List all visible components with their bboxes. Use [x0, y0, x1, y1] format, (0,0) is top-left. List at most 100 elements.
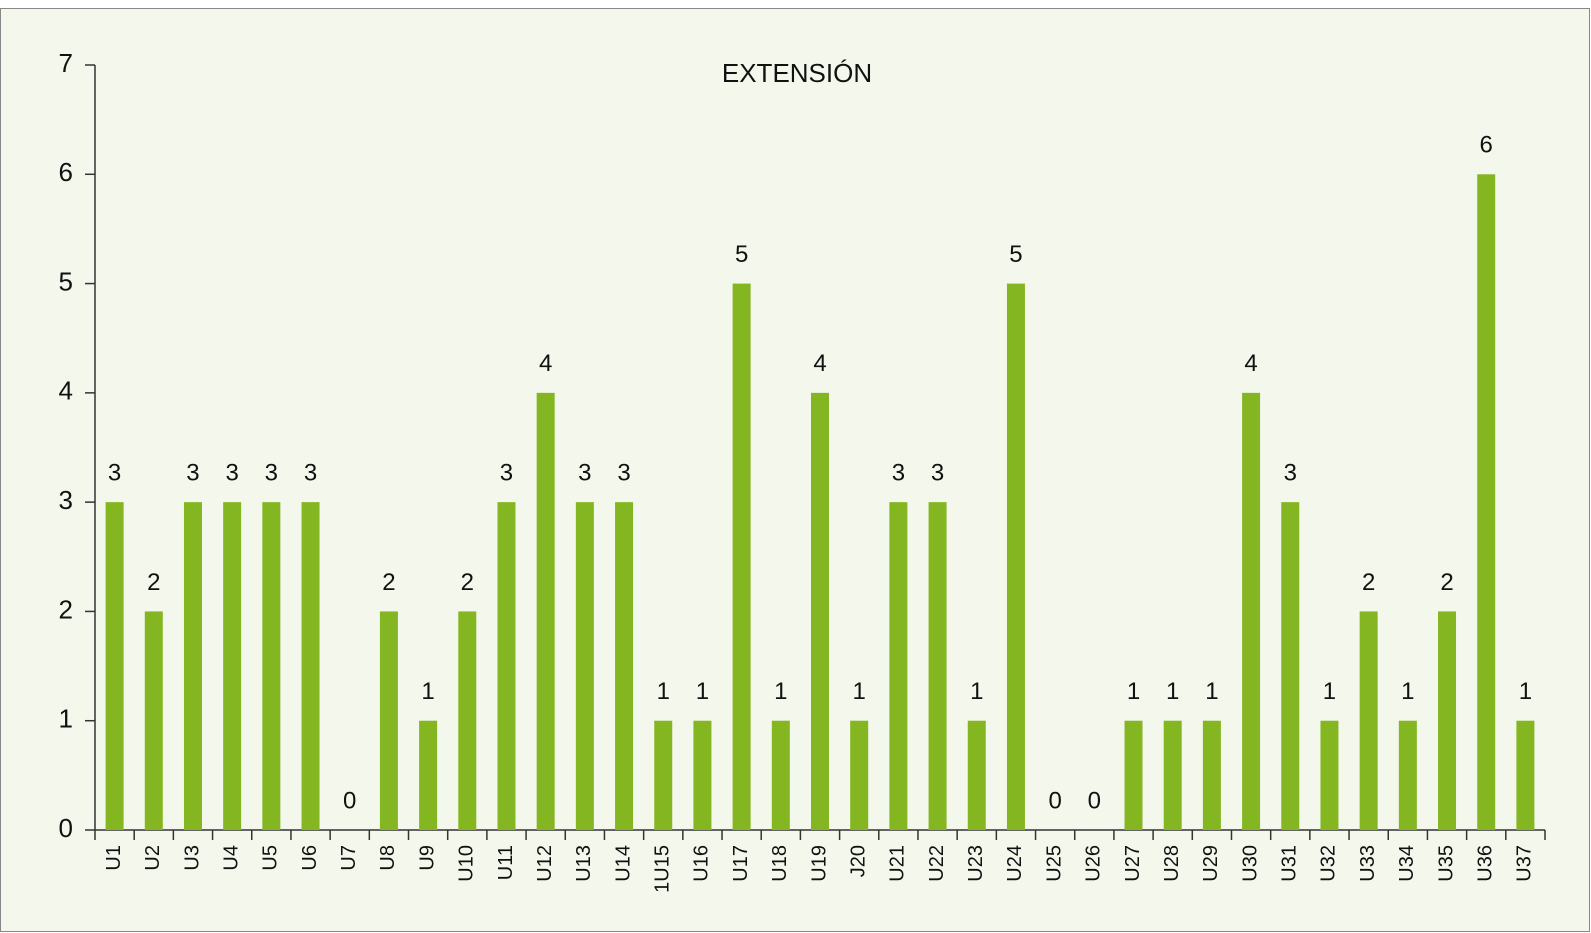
data-label: 1	[1401, 678, 1414, 705]
bar	[1281, 502, 1300, 830]
x-tick-label: U33	[1357, 845, 1379, 882]
bar	[536, 392, 555, 830]
data-label: 1	[1166, 678, 1179, 705]
bar	[811, 392, 829, 830]
x-tick-label: U12	[534, 845, 556, 882]
data-label: 1	[970, 678, 983, 705]
data-label: 0	[1048, 787, 1061, 814]
x-tick-label: U22	[926, 845, 948, 882]
data-label: 3	[892, 459, 905, 486]
data-label: 3	[1284, 459, 1297, 486]
data-label: 1	[853, 678, 866, 705]
bar	[732, 283, 751, 831]
bar	[105, 502, 124, 830]
bar	[183, 502, 202, 830]
data-label: 1	[1519, 678, 1532, 705]
y-tick-label: 4	[59, 376, 73, 406]
bar	[693, 720, 712, 830]
x-tick-label: U11	[495, 845, 517, 880]
bar	[458, 611, 477, 830]
bar	[1242, 392, 1261, 830]
x-tick-label: 1U15	[652, 845, 674, 893]
x-tick-label: U8	[377, 845, 399, 871]
data-label: 3	[304, 459, 317, 486]
y-tick-label: 0	[59, 813, 73, 843]
bar	[262, 502, 281, 830]
x-tick-label: U1	[103, 845, 125, 871]
bar	[379, 611, 398, 830]
x-tick-label: U30	[1239, 845, 1261, 882]
x-tick-label: U25	[1043, 845, 1065, 882]
x-tick-label: U36	[1474, 845, 1496, 882]
x-tick-label: U24	[1004, 845, 1026, 882]
bar	[1124, 720, 1143, 830]
bar	[575, 502, 594, 830]
data-label: 5	[1009, 241, 1022, 268]
x-tick-label: U17	[730, 845, 752, 882]
data-label: 1	[657, 678, 670, 705]
data-label: 3	[108, 459, 121, 486]
bar	[1202, 720, 1221, 830]
x-tick-label: U14	[612, 845, 634, 882]
x-tick-label: U35	[1435, 845, 1457, 882]
x-tick-label: U4	[220, 845, 242, 871]
x-tick-label: U23	[965, 845, 987, 882]
y-tick-label: 6	[59, 157, 73, 187]
bar	[1163, 720, 1182, 830]
data-label: 1	[1127, 678, 1140, 705]
x-tick-label: U3	[181, 845, 203, 871]
bar	[1359, 611, 1378, 830]
x-tick-label: U27	[1122, 845, 1144, 882]
data-label: 3	[931, 459, 944, 486]
x-tick-label: U16	[691, 845, 713, 882]
bar	[654, 720, 673, 830]
bar	[144, 611, 163, 830]
data-label: 3	[617, 459, 630, 486]
data-label: 1	[421, 678, 434, 705]
bar	[1320, 720, 1339, 830]
y-tick-label: 7	[59, 48, 73, 78]
data-label: 1	[1323, 678, 1336, 705]
y-tick-label: 2	[59, 594, 73, 624]
data-label: 3	[265, 459, 278, 486]
x-tick-label: U28	[1161, 845, 1183, 882]
bar	[1477, 174, 1496, 831]
x-tick-label: U26	[1083, 845, 1105, 882]
bar	[1398, 720, 1417, 830]
bar	[419, 720, 438, 830]
x-tick-label: U19	[808, 845, 830, 882]
bar	[928, 502, 947, 830]
x-tick-label: U6	[299, 845, 321, 871]
data-label: 1	[696, 678, 709, 705]
bar	[889, 502, 908, 830]
y-tick-label: 5	[59, 266, 73, 296]
data-label: 3	[500, 459, 513, 486]
x-tick-label: U32	[1318, 845, 1340, 882]
data-label: 4	[539, 350, 552, 377]
data-label: 2	[1440, 569, 1453, 596]
bar	[771, 720, 790, 830]
data-label: 1	[1205, 678, 1218, 705]
data-label: 2	[147, 569, 160, 596]
data-label: 3	[186, 459, 199, 486]
x-tick-label: U13	[573, 845, 595, 882]
x-tick-label: U7	[338, 845, 360, 871]
data-label: 4	[813, 350, 826, 377]
bar	[615, 502, 634, 830]
data-label: 5	[735, 241, 748, 268]
data-label: 2	[382, 569, 395, 596]
bar	[967, 720, 986, 830]
data-label: 2	[461, 569, 474, 596]
bar	[1438, 611, 1457, 830]
x-tick-label: U18	[769, 845, 791, 882]
x-tick-label: U5	[260, 845, 282, 871]
bar	[497, 502, 516, 830]
x-tick-label: U29	[1200, 845, 1222, 882]
bar	[223, 502, 242, 830]
data-label: 1	[774, 678, 787, 705]
x-tick-label: J20	[847, 845, 869, 877]
data-label: 3	[578, 459, 591, 486]
data-label: 2	[1362, 569, 1375, 596]
